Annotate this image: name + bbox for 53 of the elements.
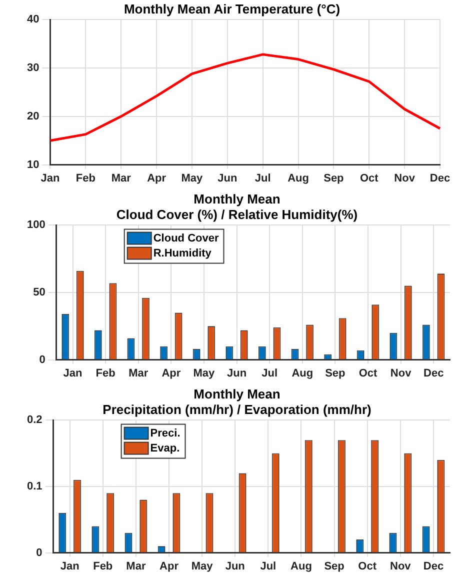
x-tick-label: Mar: [126, 560, 146, 572]
x-tick-label: Feb: [96, 367, 116, 380]
x-tick-label: Nov: [394, 172, 416, 184]
x-tick-label: Jun: [226, 367, 247, 380]
legend-label: Preci.: [150, 428, 180, 440]
x-tick-label: Apr: [160, 560, 180, 572]
x-tick-label: Dec: [424, 367, 444, 380]
y-tick-label: 0.2: [26, 414, 42, 426]
x-tick-label: Nov: [390, 367, 412, 380]
y-tick-label: 30: [26, 62, 40, 74]
chart-title: Monthly Mean Air Temperature (°C): [124, 1, 340, 16]
x-tick-label: May: [191, 560, 214, 572]
y-tick-label: 10: [26, 158, 40, 171]
x-tick-label: Mar: [128, 367, 149, 380]
x-tick-label: Jul: [262, 367, 278, 380]
x-tick-label: Sep: [324, 560, 345, 572]
legend-label: Cloud Cover: [153, 232, 220, 245]
x-tick-label: Aug: [292, 367, 314, 380]
y-tick-label: 0: [39, 354, 46, 366]
chart-title: Monthly Mean Cloud Cover (%) / Relative Humidity(%): [116, 191, 358, 222]
x-tick-label: Aug: [290, 560, 312, 572]
x-tick-label: May: [181, 172, 204, 184]
y-tick-label: 100: [26, 219, 46, 232]
x-tick-label: Aug: [288, 172, 309, 184]
x-tick-label: Oct: [358, 367, 378, 380]
x-tick-label: Jan: [40, 172, 60, 184]
legend-label: R.Humidity: [153, 248, 212, 260]
y-tick-label: 0: [36, 546, 42, 559]
x-tick-label: Feb: [76, 172, 96, 184]
y-tick-label: 20: [26, 110, 40, 122]
x-tick-label: Mar: [111, 172, 132, 184]
chart-title: Monthly Mean Precipitation (mm/hr) / Evaporation (mm/hr): [102, 386, 372, 417]
x-tick-label: Sep: [325, 367, 346, 380]
x-tick-label: Jun: [225, 560, 246, 572]
y-tick-label: 40: [26, 14, 40, 26]
x-tick-label: Jan: [60, 560, 80, 572]
x-tick-label: Oct: [360, 172, 379, 184]
x-tick-label: Jul: [260, 560, 276, 572]
x-tick-label: Oct: [358, 560, 377, 572]
y-tick-label: 50: [33, 286, 46, 299]
x-tick-label: May: [193, 367, 216, 380]
x-tick-label: Nov: [390, 560, 412, 572]
x-tick-label: Apr: [147, 172, 167, 184]
x-tick-label: Dec: [423, 560, 444, 572]
x-tick-label: Dec: [430, 172, 450, 184]
y-tick-label: 0.1: [26, 480, 42, 493]
x-tick-label: Apr: [162, 367, 182, 380]
legend-label: Evap.: [150, 442, 180, 455]
x-tick-label: Jul: [254, 172, 271, 184]
x-tick-label: Jun: [218, 172, 238, 184]
x-tick-label: Sep: [324, 172, 344, 184]
x-tick-label: Jan: [63, 367, 83, 380]
x-tick-label: Feb: [93, 560, 113, 572]
